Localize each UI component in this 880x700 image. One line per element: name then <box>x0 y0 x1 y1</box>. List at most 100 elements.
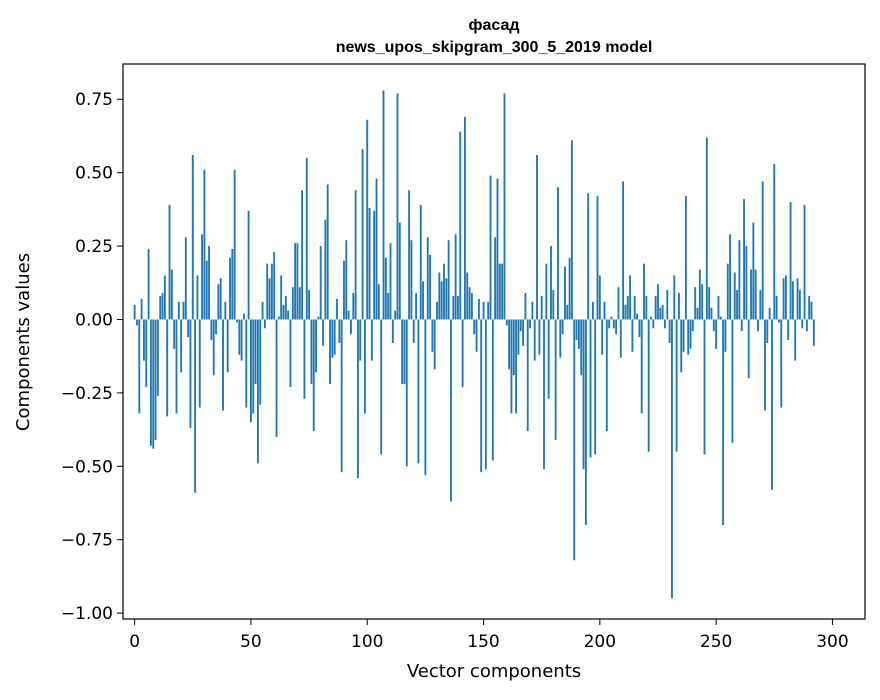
bar-89 <box>340 319 343 473</box>
bar-223 <box>652 319 655 329</box>
bar-102 <box>370 319 373 361</box>
bar-279 <box>782 278 785 320</box>
bars-group <box>133 90 815 599</box>
bar-41 <box>229 257 231 320</box>
bar-227 <box>661 304 664 320</box>
bar-110 <box>389 243 392 320</box>
bar-121 <box>415 293 418 320</box>
bar-270 <box>761 181 764 320</box>
bar-124 <box>422 281 424 320</box>
bar-106 <box>380 319 383 455</box>
bar-147 <box>475 319 478 352</box>
bar-261 <box>740 319 743 332</box>
bar-216 <box>636 313 638 320</box>
bar-157 <box>498 263 501 320</box>
bar-154 <box>491 319 494 461</box>
bar-284 <box>794 319 797 361</box>
bar-237 <box>684 196 687 320</box>
bar-172 <box>533 319 536 361</box>
bar-165 <box>517 319 520 355</box>
bar-78 <box>315 319 317 373</box>
bar-128 <box>431 319 434 352</box>
bar-170 <box>529 319 531 329</box>
bar-93 <box>350 319 352 335</box>
bar-140 <box>459 131 462 320</box>
bar-126 <box>426 237 429 320</box>
bar-86 <box>333 319 336 355</box>
bar-52 <box>254 319 257 385</box>
y-tick-label: 0.50 <box>75 164 113 184</box>
bar-182 <box>557 187 559 320</box>
bar-114 <box>398 222 401 320</box>
bar-131 <box>438 272 441 320</box>
bar-219 <box>643 263 645 320</box>
bar-267 <box>754 269 757 320</box>
bar-34 <box>212 319 215 376</box>
bar-43 <box>233 169 236 320</box>
y-tick-label: 0.75 <box>75 90 113 110</box>
bar-67 <box>289 319 292 388</box>
bar-275 <box>773 163 776 320</box>
bar-105 <box>377 284 380 320</box>
bar-200 <box>598 275 601 320</box>
bar-256 <box>729 234 732 320</box>
bar-241 <box>694 287 697 320</box>
bar-150 <box>482 301 485 320</box>
bar-166 <box>519 319 522 332</box>
bar-80 <box>319 246 322 320</box>
bar-46 <box>240 319 243 361</box>
bar-74 <box>305 157 308 320</box>
y-tick-label: 0.00 <box>75 310 113 330</box>
x-tick-label: 250 <box>700 632 732 652</box>
bar-189 <box>573 319 576 561</box>
bar-35 <box>215 319 217 335</box>
bar-101 <box>368 207 371 320</box>
bar-257 <box>731 319 734 443</box>
bar-48 <box>245 319 248 408</box>
bar-133 <box>443 263 445 320</box>
bar-127 <box>429 254 431 320</box>
bar-16 <box>170 269 173 320</box>
bar-249 <box>712 319 715 332</box>
bar-252 <box>719 316 722 320</box>
bar-153 <box>489 175 492 320</box>
bar-283 <box>791 281 794 320</box>
bar-54 <box>259 319 262 405</box>
bar-82 <box>324 219 327 320</box>
bar-108 <box>384 257 387 320</box>
bar-37 <box>219 278 222 320</box>
bar-151 <box>484 319 487 470</box>
bar-224 <box>654 295 657 320</box>
bar-202 <box>603 301 606 320</box>
bar-214 <box>631 319 634 352</box>
bar-244 <box>701 284 704 320</box>
bar-92 <box>347 310 350 320</box>
bar-100 <box>366 119 369 320</box>
bar-266 <box>752 222 755 320</box>
bar-31 <box>205 260 208 320</box>
bar-262 <box>743 199 745 320</box>
bar-76 <box>310 319 313 385</box>
bar-158 <box>501 263 504 320</box>
bar-239 <box>689 319 692 349</box>
bar-211 <box>624 304 627 320</box>
bar-116 <box>403 319 406 385</box>
bar-50 <box>250 319 252 423</box>
bar-222 <box>650 316 652 320</box>
bar-42 <box>231 249 234 320</box>
bar-97 <box>359 319 362 361</box>
bar-59 <box>270 263 273 320</box>
bar-217 <box>638 319 641 338</box>
bar-95 <box>354 190 357 320</box>
bar-199 <box>596 196 599 320</box>
bar-218 <box>640 319 643 414</box>
bar-265 <box>750 269 752 320</box>
bar-234 <box>677 293 680 320</box>
bar-4 <box>143 319 145 361</box>
bar-160 <box>505 319 508 326</box>
bar-72 <box>301 190 304 320</box>
bar-125 <box>424 319 427 476</box>
bar-27 <box>196 275 199 320</box>
bar-73 <box>303 319 306 399</box>
